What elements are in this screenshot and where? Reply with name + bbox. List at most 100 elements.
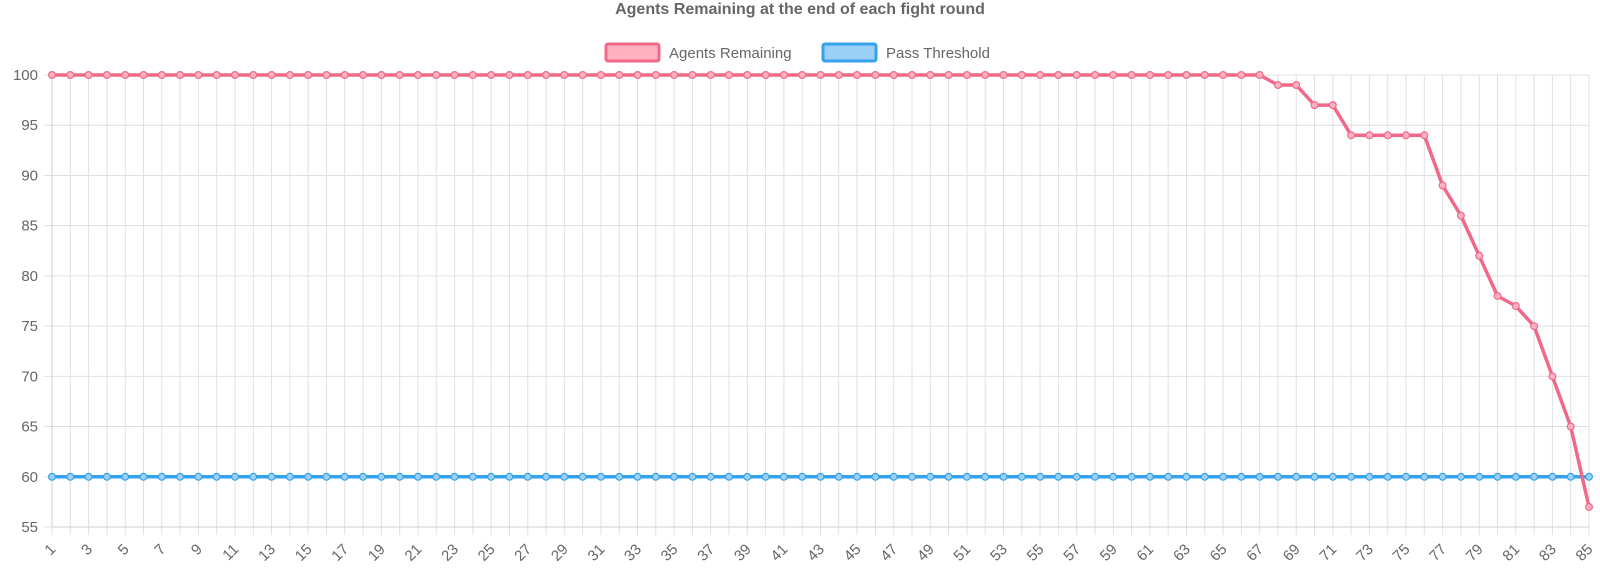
data-point[interactable] xyxy=(688,472,697,481)
data-point[interactable] xyxy=(487,70,496,79)
data-point[interactable] xyxy=(944,472,953,481)
data-point[interactable] xyxy=(523,70,532,79)
data-point[interactable] xyxy=(542,472,551,481)
data-point[interactable] xyxy=(468,472,477,481)
data-point[interactable] xyxy=(761,472,770,481)
data-point[interactable] xyxy=(1237,70,1246,79)
data-point[interactable] xyxy=(578,70,587,79)
data-point[interactable] xyxy=(1475,251,1484,260)
data-point[interactable] xyxy=(194,472,203,481)
data-point[interactable] xyxy=(322,70,331,79)
data-point[interactable] xyxy=(670,70,679,79)
data-point[interactable] xyxy=(779,70,788,79)
data-point[interactable] xyxy=(304,70,313,79)
data-point[interactable] xyxy=(230,70,239,79)
data-point[interactable] xyxy=(1383,131,1392,140)
data-point[interactable] xyxy=(340,70,349,79)
data-point[interactable] xyxy=(1511,302,1520,311)
data-point[interactable] xyxy=(267,472,276,481)
data-point[interactable] xyxy=(1347,472,1356,481)
data-point[interactable] xyxy=(450,472,459,481)
data-point[interactable] xyxy=(962,70,971,79)
data-point[interactable] xyxy=(304,472,313,481)
data-point[interactable] xyxy=(889,70,898,79)
data-point[interactable] xyxy=(1182,472,1191,481)
data-point[interactable] xyxy=(359,472,368,481)
data-point[interactable] xyxy=(1017,70,1026,79)
data-point[interactable] xyxy=(907,70,916,79)
data-point[interactable] xyxy=(1511,472,1520,481)
data-point[interactable] xyxy=(395,472,404,481)
data-point[interactable] xyxy=(176,70,185,79)
data-point[interactable] xyxy=(139,472,148,481)
data-point[interactable] xyxy=(1584,472,1593,481)
data-point[interactable] xyxy=(725,70,734,79)
data-point[interactable] xyxy=(157,70,166,79)
data-point[interactable] xyxy=(761,70,770,79)
data-point[interactable] xyxy=(651,472,660,481)
data-point[interactable] xyxy=(176,472,185,481)
data-point[interactable] xyxy=(1292,472,1301,481)
data-point[interactable] xyxy=(706,472,715,481)
legend-item-pass-threshold[interactable]: Pass Threshold xyxy=(821,42,990,63)
data-point[interactable] xyxy=(1145,70,1154,79)
data-point[interactable] xyxy=(102,472,111,481)
data-point[interactable] xyxy=(1347,131,1356,140)
data-point[interactable] xyxy=(1438,472,1447,481)
data-point[interactable] xyxy=(944,70,953,79)
data-point[interactable] xyxy=(267,70,276,79)
data-point[interactable] xyxy=(139,70,148,79)
data-point[interactable] xyxy=(1054,472,1063,481)
data-point[interactable] xyxy=(1566,422,1575,431)
data-point[interactable] xyxy=(505,472,514,481)
data-point[interactable] xyxy=(596,70,605,79)
data-point[interactable] xyxy=(1310,101,1319,110)
data-point[interactable] xyxy=(907,472,916,481)
data-point[interactable] xyxy=(743,472,752,481)
data-point[interactable] xyxy=(487,472,496,481)
data-point[interactable] xyxy=(1109,472,1118,481)
data-point[interactable] xyxy=(212,70,221,79)
data-point[interactable] xyxy=(688,70,697,79)
data-point[interactable] xyxy=(413,472,422,481)
data-point[interactable] xyxy=(468,70,477,79)
data-point[interactable] xyxy=(1530,322,1539,331)
data-point[interactable] xyxy=(853,472,862,481)
data-point[interactable] xyxy=(615,70,624,79)
data-point[interactable] xyxy=(432,70,441,79)
data-point[interactable] xyxy=(1328,472,1337,481)
data-point[interactable] xyxy=(560,70,569,79)
data-point[interactable] xyxy=(560,472,569,481)
data-point[interactable] xyxy=(157,472,166,481)
data-point[interactable] xyxy=(1420,472,1429,481)
data-point[interactable] xyxy=(1237,472,1246,481)
data-point[interactable] xyxy=(1584,502,1593,511)
data-point[interactable] xyxy=(377,472,386,481)
data-point[interactable] xyxy=(1365,472,1374,481)
data-point[interactable] xyxy=(981,472,990,481)
data-point[interactable] xyxy=(66,70,75,79)
data-point[interactable] xyxy=(395,70,404,79)
data-point[interactable] xyxy=(322,472,331,481)
data-point[interactable] xyxy=(596,472,605,481)
data-point[interactable] xyxy=(1493,291,1502,300)
legend-item-agents-remaining[interactable]: Agents Remaining xyxy=(604,42,792,63)
data-point[interactable] xyxy=(432,472,441,481)
data-point[interactable] xyxy=(633,472,642,481)
data-point[interactable] xyxy=(1109,70,1118,79)
data-point[interactable] xyxy=(1438,181,1447,190)
data-point[interactable] xyxy=(578,472,587,481)
data-point[interactable] xyxy=(1164,70,1173,79)
data-point[interactable] xyxy=(1328,101,1337,110)
data-point[interactable] xyxy=(743,70,752,79)
data-point[interactable] xyxy=(1072,70,1081,79)
data-point[interactable] xyxy=(706,70,715,79)
data-point[interactable] xyxy=(121,70,130,79)
data-point[interactable] xyxy=(1402,131,1411,140)
data-point[interactable] xyxy=(1402,472,1411,481)
data-point[interactable] xyxy=(194,70,203,79)
data-point[interactable] xyxy=(651,70,660,79)
data-point[interactable] xyxy=(230,472,239,481)
data-point[interactable] xyxy=(962,472,971,481)
data-point[interactable] xyxy=(1475,472,1484,481)
